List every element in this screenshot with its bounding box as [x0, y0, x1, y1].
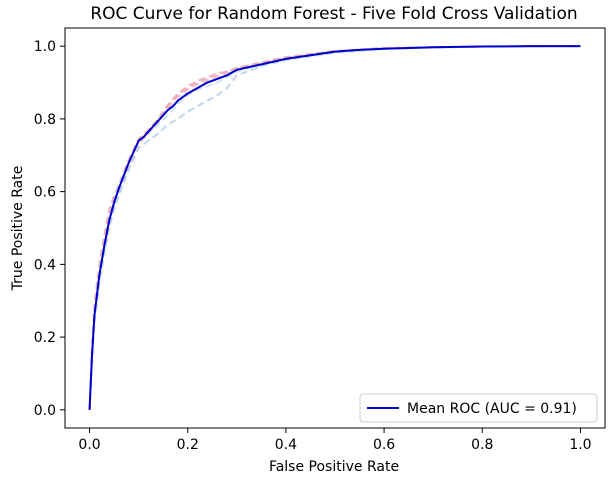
- fold-roc-line-1: [88, 45, 581, 410]
- x-tick-label: 0.4: [275, 437, 297, 453]
- legend-mean-roc-label: Mean ROC (AUC = 0.91): [407, 401, 577, 417]
- x-tick-label: 0.6: [373, 437, 395, 453]
- x-tick-label: 0.0: [78, 437, 100, 453]
- x-axis-label: False Positive Rate: [269, 459, 399, 475]
- y-tick-label: 0.6: [34, 185, 56, 201]
- y-tick-label: 0.2: [34, 330, 56, 346]
- fold-roc-line-2: [88, 45, 581, 410]
- fold-roc-line-3: [88, 45, 581, 410]
- y-tick-label: 0.0: [34, 403, 56, 419]
- legend-box: [359, 393, 598, 423]
- plot-frame: [64, 27, 606, 429]
- y-axis-ticks: 0.0 0.2 0.4 0.6 0.8 1.0: [34, 39, 65, 419]
- fold-roc-line-5: [88, 45, 581, 410]
- x-tick-label: 1.0: [569, 437, 591, 453]
- y-tick-label: 0.4: [34, 257, 56, 273]
- series-layer: [88, 45, 581, 410]
- x-axis-ticks: 0.0 0.2 0.4 0.6 0.8 1.0: [78, 428, 592, 453]
- y-tick-label: 1.0: [34, 39, 56, 55]
- x-tick-label: 0.2: [177, 437, 199, 453]
- chart-title: ROC Curve for Random Forest - Five Fold …: [90, 4, 577, 24]
- fold-roc-line-4: [88, 45, 581, 410]
- legend: Mean ROC (AUC = 0.91): [359, 393, 598, 423]
- x-tick-label: 0.8: [471, 437, 493, 453]
- y-tick-label: 0.8: [34, 112, 56, 128]
- y-axis-label: True Positive Rate: [10, 166, 26, 292]
- mean-roc-line: [88, 45, 581, 410]
